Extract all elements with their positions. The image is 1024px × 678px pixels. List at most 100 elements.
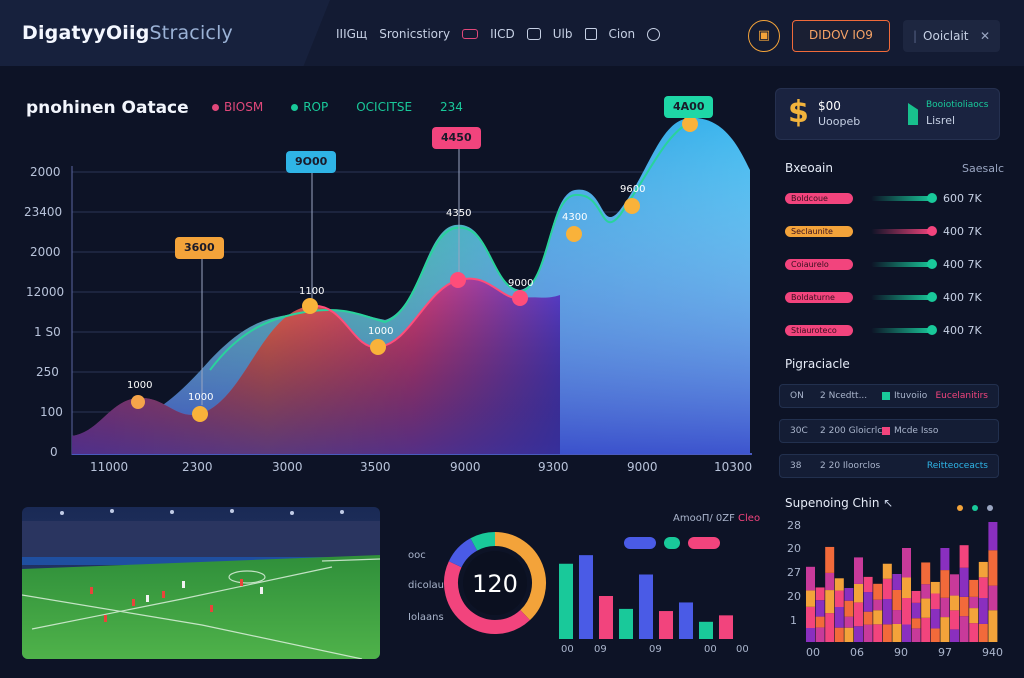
value-tag[interactable]: 4A00 [664,96,714,118]
stat-row[interactable]: Boldaturne 400 7K [785,291,995,304]
heatmap-cell [940,597,950,618]
promo-button[interactable]: DIDOV IO9 [792,20,890,52]
heatmap-cell [950,610,959,630]
wallet-button[interactable]: ▣ [748,20,780,52]
data-point[interactable] [682,116,698,132]
stat-knob-icon[interactable] [927,226,937,236]
heatmap-cell [988,550,998,586]
heatmap-cell [892,623,902,642]
bar-chart-header-label: AmooП/ 0ZF [673,513,735,524]
data-point[interactable] [624,198,640,214]
data-point[interactable] [512,290,528,306]
stat-knob-icon[interactable] [927,259,937,269]
document-icon[interactable] [584,28,597,40]
legend-item[interactable]: BIOSM [212,100,263,114]
heatmap-cell [873,583,883,600]
donut-segment[interactable] [444,561,530,634]
mini-bar[interactable] [559,563,573,639]
nav-item-2[interactable]: Sronicstiory [379,27,451,41]
stat-row[interactable]: Coiaurelo 400 7K [785,258,995,271]
donut-segment[interactable] [470,532,496,551]
stat-pill: Boldcoue [785,193,853,204]
mini-bar[interactable] [619,608,633,639]
stat-row[interactable]: Seclaunite 400 7K [785,225,995,238]
stat-row[interactable]: Stiauroteco 400 7K [785,324,995,337]
balance-card[interactable]: $ $00 Uoopeb Booiotioliaocs Lisrel [775,88,1000,140]
data-point[interactable] [131,395,145,409]
heatmap-legend-dot[interactable] [987,505,993,511]
heatmap-cell [940,570,950,598]
stat-knob-icon[interactable] [927,292,937,302]
app-logo[interactable]: DigatyyOiigStracicly [22,22,233,44]
heatmap-cell [844,588,854,601]
heatmap-cell [940,548,950,571]
data-point[interactable] [192,406,208,422]
match-row[interactable]: ON 2 Ncedtt... Ituvoiio Eucelanitirs [779,384,999,408]
heatmap-cell [882,578,892,599]
legend-item[interactable]: 234 [440,100,463,114]
value-tag[interactable]: 3600 [175,237,224,259]
data-point[interactable] [370,339,386,355]
legend-dot-icon [212,104,219,111]
account-menu[interactable]: | Ooiclait ✕ [903,20,1000,52]
series-line-teal [209,121,691,371]
nav-item-4[interactable]: Ulb [552,27,573,41]
bar-legend-chip[interactable] [624,537,656,549]
heatmap-cell [825,613,835,642]
match-row[interactable]: 30C 2 200 Gloicrlc Mcde Isso [779,419,999,443]
heatmap-legend-dot[interactable] [957,505,963,511]
mini-bar[interactable] [599,596,613,639]
data-point[interactable] [302,298,318,314]
mini-bar[interactable] [719,615,733,639]
divider-icon: | [913,29,918,43]
donut-segment[interactable] [494,532,546,621]
nav-item-1[interactable]: IIIGщ [336,27,368,41]
legend-item[interactable]: ROP [291,100,328,114]
mini-bar[interactable] [699,621,713,639]
point-labels: 1000 1000 1100 1000 4350 9000 4300 9600 [127,184,645,403]
value-tag[interactable]: 4450 [432,127,481,149]
match-row[interactable]: 38 2 20 Iloorclos Reitteoceacts [779,454,999,478]
heatmap-cell [863,624,873,642]
mini-bar[interactable] [639,574,653,640]
stat-knob-icon[interactable] [927,325,937,335]
heatmap-cell [834,627,844,642]
heatmap-cell [988,522,998,551]
stat-track [871,262,933,267]
close-icon[interactable]: ✕ [979,29,990,43]
nav-item-5[interactable]: Cion [608,27,636,41]
mini-bar[interactable] [579,555,593,639]
donut-center-value: 120 [472,570,518,598]
mini-x-tick: 00 [736,644,749,655]
legend-item[interactable]: OCICITSE [356,100,412,114]
stat-knob-icon[interactable] [927,193,937,203]
mini-bar[interactable] [679,602,693,639]
heatmap-cell [950,629,959,642]
stat-value: 400 7K [943,324,982,337]
donut-segment[interactable] [448,538,478,568]
data-point[interactable] [450,272,466,288]
match-detail: 2 20 Iloorclos [820,461,881,471]
nav-item-3[interactable]: IICD [490,27,515,41]
heatmap-cell [950,595,959,611]
heatmap-legend-dot[interactable] [972,505,978,511]
bar-legend-chip[interactable] [664,537,680,549]
ticket-icon[interactable] [462,29,479,39]
info-icon[interactable] [647,27,661,41]
series-area-back-shade [72,117,750,455]
boot-icon[interactable] [526,28,541,40]
data-point[interactable] [566,226,582,242]
stat-value: 400 7K [943,258,982,271]
match-team: Ituvoiio [894,391,928,401]
stat-row[interactable]: Boldcoue 600 7K [785,192,995,205]
legend-label: 234 [440,100,463,114]
stats-aside[interactable]: Saesalc [962,162,1005,175]
mini-bar[interactable] [659,611,673,639]
value-tag[interactable]: 9O00 [286,151,337,173]
heatmap-cell [815,616,825,628]
y-tick: 0 [50,445,58,459]
bar-legend-chip[interactable] [688,537,720,549]
stat-track [871,328,933,333]
heatmap-cell [834,607,844,628]
stat-pill: Coiaurelo [785,259,853,270]
